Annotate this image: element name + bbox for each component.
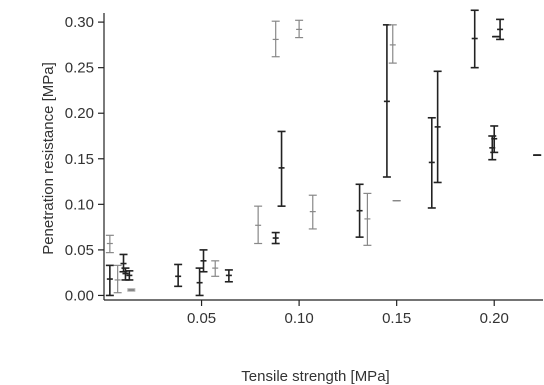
error-bar-point — [295, 19, 304, 39]
y-tick-label: 0.10 — [65, 196, 94, 213]
error-bar-point — [199, 249, 208, 273]
error-bar-point — [127, 288, 136, 292]
error-bar-point — [470, 9, 479, 69]
error-bar-point — [113, 264, 122, 294]
error-bar-point — [427, 116, 436, 209]
chart-marks — [105, 9, 542, 297]
y-tick-label: 0.15 — [65, 151, 94, 168]
x-tick-label: 0.15 — [382, 310, 411, 327]
error-bar-point — [195, 267, 204, 297]
error-bar-point — [119, 253, 128, 273]
error-bar-point — [382, 24, 391, 178]
error-bar-point — [224, 269, 233, 283]
error-bar-point — [433, 70, 442, 184]
error-bar-point — [105, 264, 114, 297]
y-tick-label: 0.20 — [65, 105, 94, 122]
x-axis-title: Tensile strength [MPa] — [241, 368, 389, 385]
error-bar-point — [254, 205, 263, 245]
error-bar-point — [211, 260, 220, 277]
y-tick-label: 0.05 — [65, 242, 94, 259]
error-bar-point — [174, 263, 183, 288]
error-bar-point — [121, 267, 130, 281]
y-axis-title: Penetration resistance [MPa] — [40, 62, 57, 255]
error-bar-point — [363, 192, 372, 246]
error-bar-point — [271, 231, 280, 245]
error-bar-point — [271, 20, 280, 58]
error-bar-point — [277, 130, 286, 207]
error-bar-point — [125, 270, 134, 281]
x-tick-label: 0.10 — [285, 310, 314, 327]
y-axis-ticks: 0.00 0.05 0.10 0.15 0.20 0.25 0.30 — [65, 14, 104, 304]
x-tick-label: 0.05 — [187, 310, 216, 327]
error-bar-point — [105, 234, 114, 254]
error-bar-point — [355, 183, 364, 238]
y-tick-label: 0.25 — [65, 60, 94, 77]
y-tick-label: 0.30 — [65, 14, 94, 31]
error-bar-point — [388, 24, 397, 64]
error-bar-point — [496, 18, 505, 41]
y-tick-label: 0.00 — [65, 287, 94, 304]
error-bar-point — [488, 135, 497, 161]
error-bar-point — [490, 125, 499, 154]
x-tick-label: 0.20 — [480, 310, 509, 327]
x-axis-ticks: 0.05 0.10 0.15 0.20 — [187, 300, 509, 327]
error-bar-point — [308, 194, 317, 230]
